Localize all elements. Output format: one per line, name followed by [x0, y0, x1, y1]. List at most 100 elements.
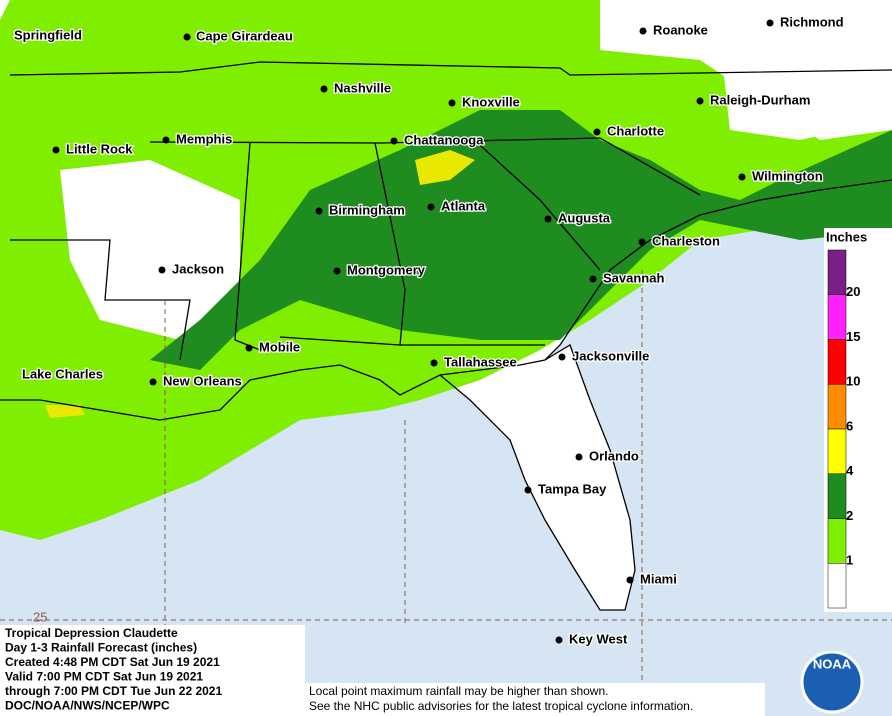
rain-free [600, 0, 892, 40]
rain-4-6 [45, 405, 85, 418]
city-label: Charlotte [607, 123, 664, 138]
city-dot [593, 128, 601, 136]
state-border [279, 336, 545, 346]
city-label: Jacksonville [572, 348, 649, 363]
logo [800, 650, 864, 714]
info-line: Valid 7:00 PM CDT Sat Jun 19 2021 [5, 670, 203, 684]
city-dot [315, 207, 323, 215]
city-dot [390, 137, 398, 145]
legend-label: 10 [846, 374, 860, 389]
info-line: through 7:00 PM CDT Tue Jun 22 2021 [5, 684, 222, 698]
logo-text: NOAA [813, 656, 852, 671]
city-dot [544, 215, 552, 223]
city-dot [149, 378, 157, 386]
legend-label: 6 [846, 418, 853, 433]
city-label: Wilmington [752, 168, 823, 183]
city-label: Jackson [172, 261, 224, 276]
city-dot [738, 173, 746, 181]
legend-swatch [827, 518, 847, 564]
city-label: Tallahassee [444, 354, 517, 369]
info-line: DOC/NOAA/NWS/NCEP/WPC [5, 699, 170, 713]
state-border [479, 144, 601, 271]
city-label: Charleston [652, 233, 720, 248]
legend-swatch [827, 339, 847, 385]
city-label: Nashville [334, 80, 391, 95]
city-dot [430, 359, 438, 367]
city-label: Orlando [589, 448, 639, 463]
legend-label: 4 [846, 463, 854, 478]
state-border [149, 137, 701, 196]
city-dot [558, 353, 566, 361]
city-label: Augusta [558, 210, 611, 225]
city-label: New Orleans [163, 373, 242, 388]
city-dot [638, 238, 646, 246]
city-dot [575, 453, 583, 461]
city-label: Savannah [603, 270, 664, 285]
city-label: Memphis [176, 131, 232, 146]
coastline [0, 179, 892, 611]
city-dot [183, 33, 191, 41]
latitude-label: 25 [33, 609, 47, 624]
city-dot [245, 344, 253, 352]
legend-swatch [827, 294, 847, 340]
info-box [0, 625, 305, 716]
city-dot [448, 99, 456, 107]
city-dot [162, 136, 170, 144]
legend: Inches 20 15 10 6 4 2 1 [824, 228, 892, 612]
city-label: Birmingham [329, 202, 405, 217]
city-dot [626, 576, 634, 584]
city-dot [333, 267, 341, 275]
city-label: Knoxville [462, 94, 520, 109]
city-dot [427, 203, 435, 211]
city-label: Key West [569, 631, 628, 646]
city-label: Mobile [259, 339, 300, 354]
city-label: Cape Girardeau [196, 28, 293, 43]
city-label: Little Rock [66, 141, 133, 156]
rain-free [720, 40, 892, 140]
note-box [305, 683, 765, 716]
legend-label: 1 [846, 553, 853, 568]
info-line: Day 1-3 Rainfall Forecast (inches) [5, 641, 197, 655]
city-label: Lake Charles [22, 366, 103, 381]
note-line: See the NHC public advisories for the la… [309, 699, 693, 713]
city-label: Atlanta [441, 198, 486, 213]
legend-label: 2 [846, 508, 853, 523]
legend-swatch [827, 563, 847, 609]
legend-swatch [827, 249, 847, 295]
city-dot [524, 486, 532, 494]
cities: Springfield Cape Girardeau Nashville Knoxvi… [13, 13, 845, 648]
note: Local point maximum rainfall may be high… [309, 684, 693, 713]
legend-swatch [827, 473, 847, 519]
city-dot [158, 266, 166, 274]
state-border [374, 142, 406, 346]
rain-4-6 [415, 150, 475, 185]
city-label: Chattanooga [404, 132, 484, 147]
florida [440, 345, 635, 610]
legend-swatch [827, 384, 847, 430]
state-border [9, 61, 892, 76]
info-line: Tropical Depression Claudette [5, 626, 178, 640]
rain-2-4 [150, 110, 892, 370]
city-label: Miami [640, 571, 677, 586]
info-line: Created 4:48 PM CDT Sat Jun 19 2021 [5, 655, 220, 669]
legend-title: Inches [826, 229, 867, 244]
legend-swatch [827, 428, 847, 474]
note-line: Local point maximum rainfall may be high… [309, 684, 608, 698]
city-label: Tampa Bay [538, 481, 607, 496]
legend-label: 20 [846, 284, 860, 299]
city-label: Springfield [14, 27, 82, 42]
city-label: Montgomery [347, 262, 426, 277]
city-dot [639, 27, 647, 35]
city-label: Raleigh-Durham [710, 92, 810, 107]
ocean [0, 190, 892, 716]
city-label: Roanoke [653, 22, 708, 37]
city-dot [320, 85, 328, 93]
city-dot [696, 97, 704, 105]
legend-label: 15 [846, 329, 860, 344]
city-dot [555, 636, 563, 644]
city-dot [52, 146, 60, 154]
state-border [10, 239, 191, 361]
city-dot [766, 19, 774, 27]
